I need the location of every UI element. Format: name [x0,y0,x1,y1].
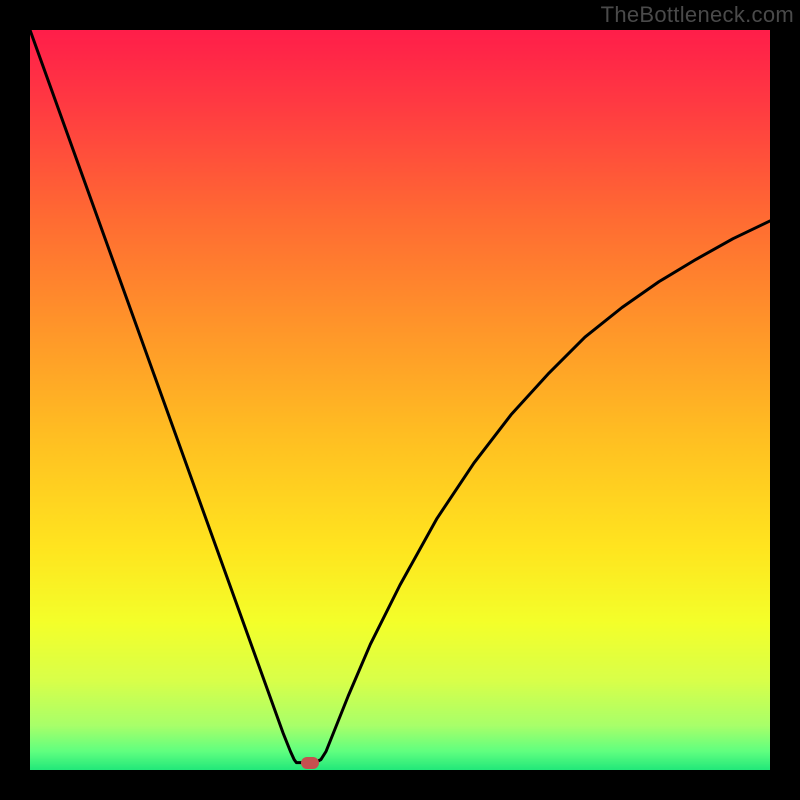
curve-path [30,30,770,763]
bottleneck-curve [30,30,770,770]
watermark-text: TheBottleneck.com [601,2,794,28]
optimal-point-marker [301,757,319,769]
